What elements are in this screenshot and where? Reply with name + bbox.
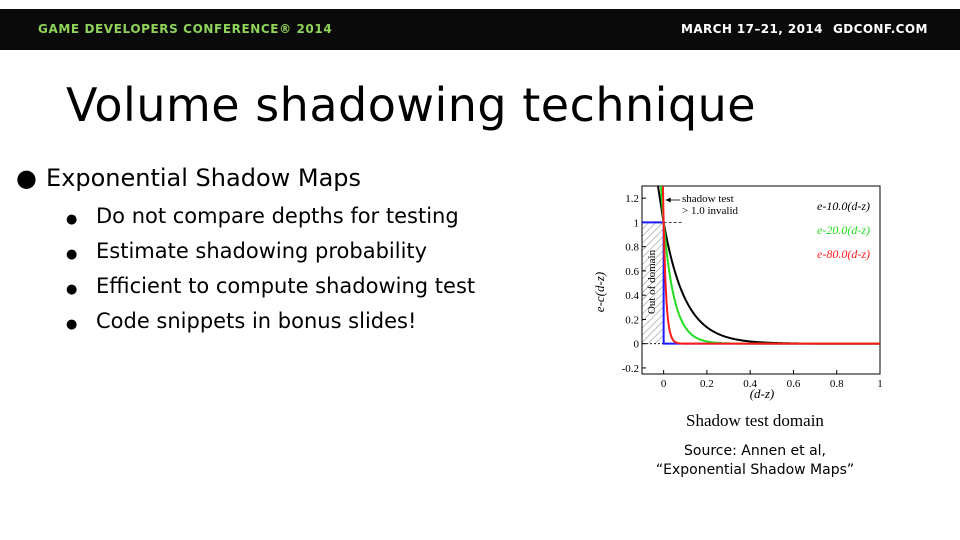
conference-site: GDCONF.COM	[833, 22, 928, 36]
x-tick-label: 0.2	[700, 378, 714, 390]
legend-green: e-20.0(d-z)	[817, 223, 870, 237]
conference-name: GAME DEVELOPERS CONFERENCE® 2014	[38, 22, 333, 36]
out-of-domain-region	[642, 222, 664, 344]
y-tick-label: 0.8	[625, 242, 639, 254]
esm-chart: -0.2 0 0.2 0.4 0.6 0.8 1 1.2 0 0.2 0.4 0.6 0.8 1 e-c(…	[592, 185, 883, 430]
figure-caption: Source: Annen et al, “Exponential Shadow…	[620, 442, 890, 480]
sub-bullet-item: ● Code snippets in bonus slides!	[66, 309, 416, 333]
xlabel: (d-z)	[750, 386, 775, 401]
caption-line-1: Source: Annen et al,	[684, 443, 826, 459]
annotation-out-of-domain: Out of domain	[646, 249, 658, 314]
y-tick-label: 1	[634, 217, 640, 229]
sub-bullet-text: Code snippets in bonus slides!	[96, 309, 417, 333]
series-line-2	[661, 185, 880, 345]
caption-line-2: “Exponential Shadow Maps”	[655, 462, 855, 478]
annotation-arrowhead	[665, 197, 671, 203]
x-tick-label: 0	[661, 378, 667, 390]
sub-bullet-dot-icon: ●	[66, 317, 78, 332]
sub-bullet-item: ● Estimate shadowing probability	[66, 239, 427, 263]
bullet-item: ● Exponential Shadow Maps	[16, 164, 361, 192]
slide-title: Volume shadowing technique	[66, 78, 757, 132]
sub-bullet-text: Efficient to compute shadowing test	[96, 274, 476, 298]
plot-frame	[641, 185, 881, 375]
sub-bullet-text: Estimate shadowing probability	[96, 239, 428, 263]
header-bar: GAME DEVELOPERS CONFERENCE® 2014 MARCH 1…	[0, 9, 960, 50]
annotation-shadow-test: shadow test	[682, 193, 734, 205]
esm-figure: -0.2 0 0.2 0.4 0.6 0.8 1 1.2 0 0.2 0.4 0.6 0.8 1 e-c(…	[590, 182, 890, 432]
y-tick-label: 0.6	[625, 266, 639, 278]
sub-bullet-text: Do not compare depths for testing	[96, 204, 459, 228]
sub-bullet-item: ● Efficient to compute shadowing test	[66, 274, 475, 298]
x-tick-label: 0.8	[830, 378, 844, 390]
sub-bullet-item: ● Do not compare depths for testing	[66, 204, 459, 228]
sub-bullet-dot-icon: ●	[66, 247, 78, 262]
annotation-invalid: > 1.0 invalid	[682, 205, 739, 217]
y-tick-label: 1.2	[625, 193, 639, 205]
x-tick-label: 0.6	[787, 378, 801, 390]
sub-bullet-dot-icon: ●	[66, 282, 78, 297]
legend-red: e-80.0(d-z)	[817, 247, 870, 261]
domain-label: Shadow test domain	[686, 411, 824, 430]
legend-black: e-10.0(d-z)	[817, 199, 870, 213]
y-tick-label: -0.2	[622, 363, 639, 375]
x-tick-label: 0.4	[743, 378, 757, 390]
conference-dates: MARCH 17–21, 2014	[681, 22, 823, 36]
bullet-text: Exponential Shadow Maps	[46, 164, 362, 192]
x-tick-label: 1	[877, 378, 883, 390]
bullet-dot-icon: ●	[16, 164, 37, 192]
y-tick-label: 0	[634, 339, 640, 351]
y-tick-label: 0.4	[625, 290, 639, 302]
ylabel: e-c(d-z)	[592, 272, 607, 312]
y-tick-label: 0.2	[625, 314, 639, 326]
sub-bullet-dot-icon: ●	[66, 212, 78, 227]
